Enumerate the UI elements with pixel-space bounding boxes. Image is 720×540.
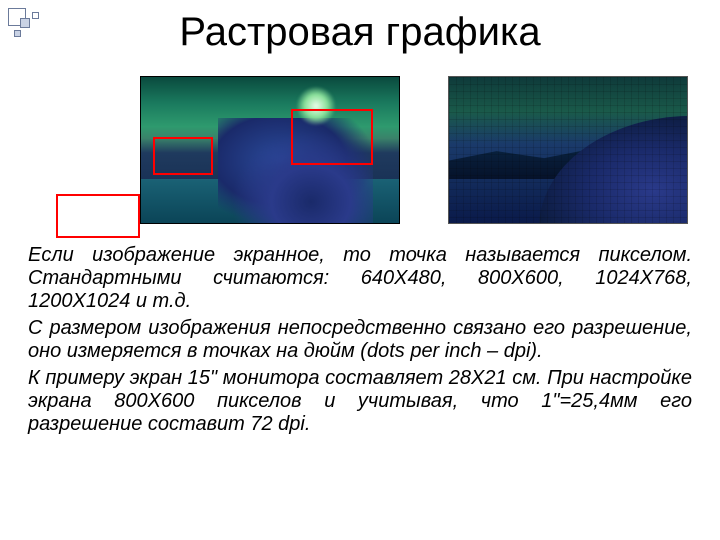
body-text-block: Если изображение экранное, то точка назы…: [28, 244, 692, 440]
standalone-red-box: [56, 194, 140, 238]
paragraph-3: К примеру экран 15" монитора составляет …: [28, 367, 692, 436]
paragraph-2: С размером изображения непосредственно с…: [28, 317, 692, 363]
figure-row: [28, 70, 692, 230]
red-highlight-source: [153, 137, 213, 175]
figure-original-bitmap: [140, 76, 400, 224]
paragraph-1: Если изображение экранное, то точка назы…: [28, 244, 692, 313]
slide-title: Растровая графика: [0, 10, 720, 55]
figure-zoom-pixelated: [448, 76, 688, 224]
red-highlight-zoom: [291, 109, 373, 165]
